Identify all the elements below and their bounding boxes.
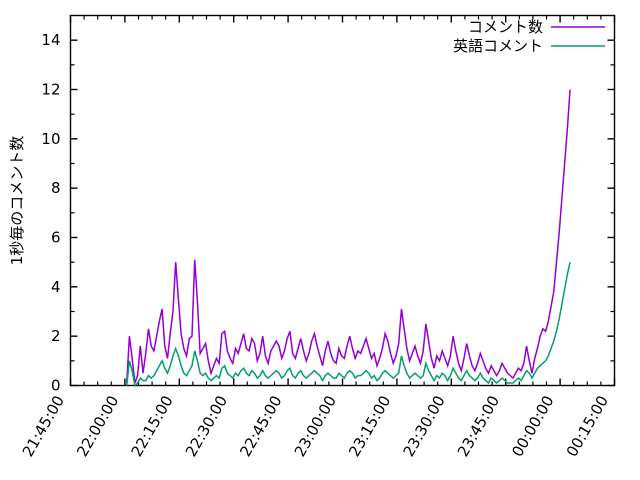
chart-text: 4 <box>51 278 61 296</box>
chart-text: 22:30:00 <box>182 393 231 460</box>
series-line-1 <box>125 89 571 384</box>
x-axis-ticks: 21:45:00 22:00:00 22:15:00 22:30:00 22:45:00… <box>19 15 616 460</box>
chart-text: 英語コメント <box>453 37 543 55</box>
series-line-2 <box>125 262 571 387</box>
chart-text: 22:15:00 <box>127 393 176 460</box>
chart-text: 23:45:00 <box>454 393 503 460</box>
y-axis-title: 1秒毎のコメント数 <box>8 136 26 266</box>
chart-text: 2 <box>51 327 61 345</box>
chart-text: 14 <box>41 31 60 49</box>
chart-text: コメント数 <box>468 18 543 36</box>
chart-text: 10 <box>41 130 60 148</box>
chart-text: 6 <box>51 229 61 247</box>
chart-text: 21:45:00 <box>19 393 68 460</box>
chart-text: 22:00:00 <box>73 393 122 460</box>
chart-text: 12 <box>41 81 60 99</box>
chart-text: 00:00:00 <box>508 393 557 460</box>
plot-frame <box>69 14 616 387</box>
y-axis-title-text: 1秒毎のコメント数 <box>8 136 26 266</box>
chart-text: 8 <box>51 179 61 197</box>
chart-text: 00:15:00 <box>563 393 612 460</box>
y-axis-ticks: 0 2 4 6 8 10 12 14 <box>41 31 615 395</box>
chart-text: 23:15:00 <box>345 393 394 460</box>
chart-text: 23:00:00 <box>291 393 340 460</box>
data-series-layer <box>125 89 571 387</box>
chart-text: 22:45:00 <box>236 393 285 460</box>
plot-border <box>69 14 616 387</box>
chart-text: 0 <box>51 377 61 395</box>
chart-text: 23:30:00 <box>399 393 448 460</box>
